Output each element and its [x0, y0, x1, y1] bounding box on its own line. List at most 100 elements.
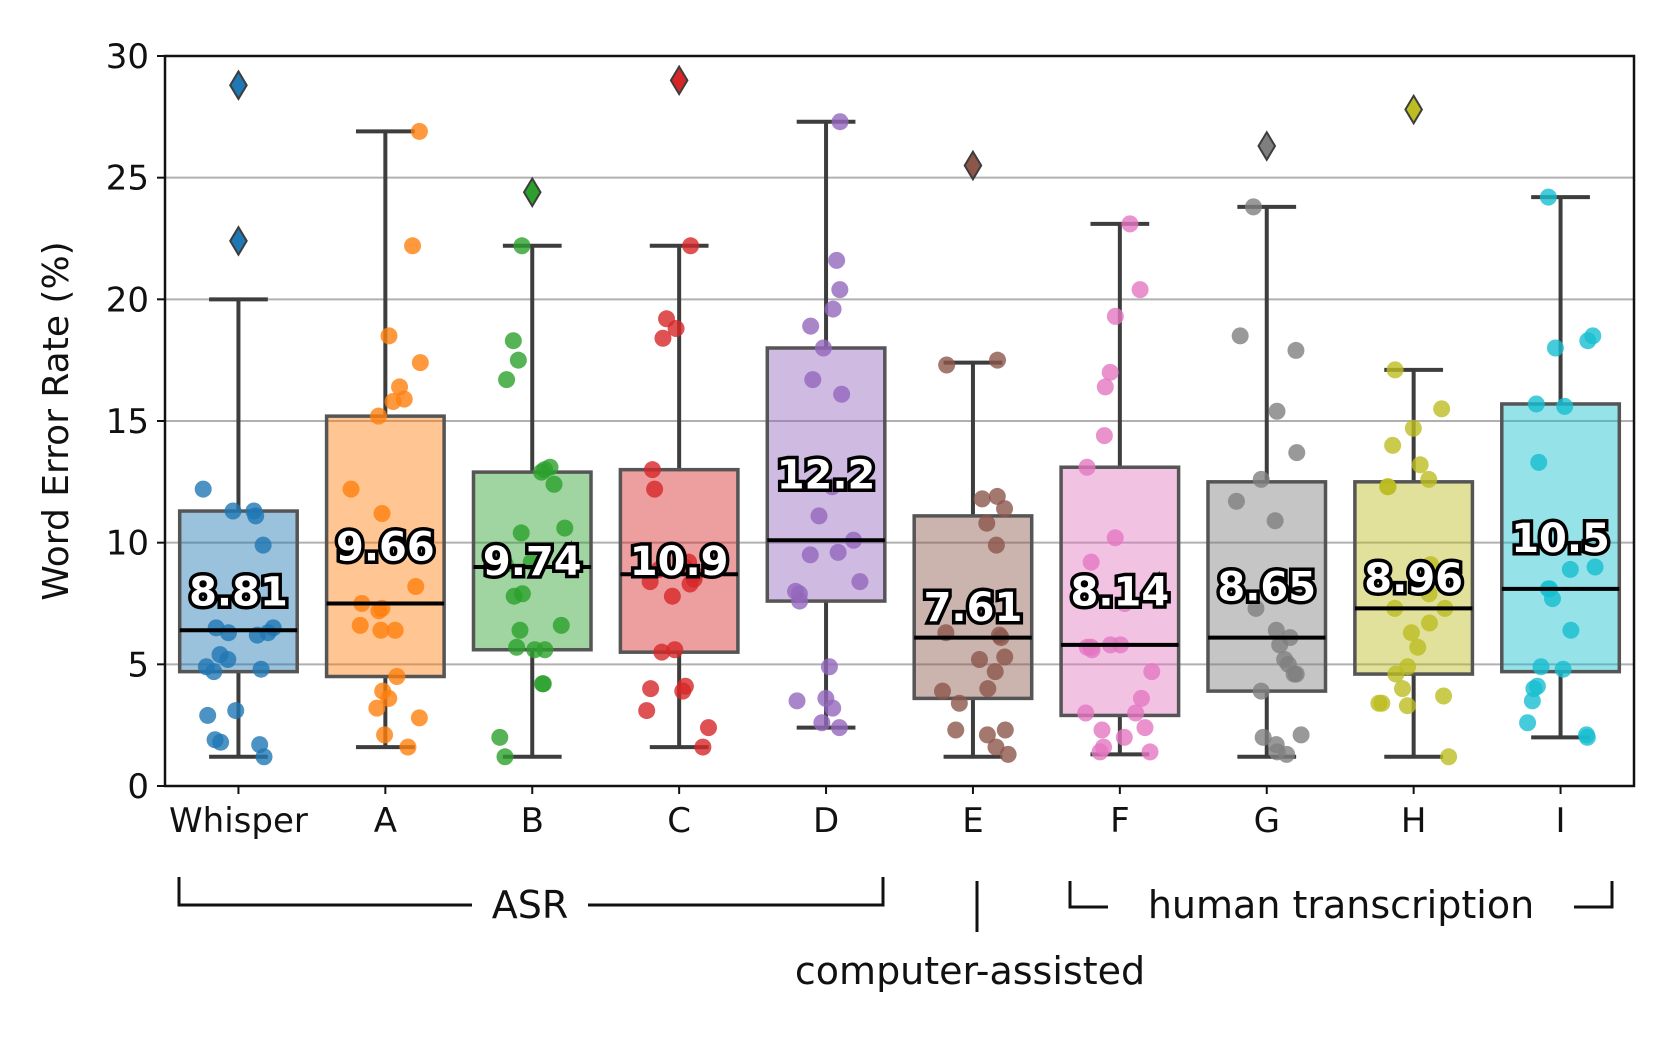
data-point — [252, 660, 270, 678]
data-point — [1420, 470, 1438, 488]
data-point — [1115, 728, 1133, 746]
data-point — [1532, 658, 1550, 676]
outlier-marker — [229, 225, 248, 257]
data-point — [970, 650, 988, 668]
data-point — [533, 463, 551, 481]
data-point — [1409, 638, 1427, 656]
data-point — [1546, 339, 1564, 357]
data-point — [199, 706, 217, 724]
data-point — [254, 536, 272, 554]
data-point — [219, 624, 237, 642]
data-point — [1131, 281, 1149, 299]
data-point — [1554, 660, 1572, 678]
data-point — [1077, 704, 1095, 722]
data-point — [996, 721, 1014, 739]
y-tick-label-20: 20 — [106, 280, 149, 320]
box-group-e: 7.61 — [912, 149, 1034, 763]
data-point — [824, 699, 842, 717]
data-point — [973, 490, 991, 508]
data-point — [1143, 663, 1161, 681]
data-point — [1544, 590, 1562, 608]
data-point — [386, 621, 404, 639]
box-group-c: 10.9 — [618, 64, 740, 756]
data-point — [1394, 680, 1412, 698]
data-point — [1106, 307, 1124, 325]
data-point — [829, 543, 847, 561]
data-point — [1268, 402, 1286, 420]
data-point — [642, 680, 660, 698]
y-tick-label-10: 10 — [106, 524, 149, 564]
data-point — [1519, 714, 1537, 732]
data-point — [1288, 444, 1306, 462]
data-point — [950, 694, 968, 712]
data-point — [667, 320, 685, 338]
data-point — [1244, 198, 1262, 216]
data-point — [823, 478, 841, 496]
data-point — [824, 300, 842, 318]
outlier-marker — [1257, 130, 1277, 162]
data-point — [534, 675, 552, 693]
data-point — [1287, 341, 1305, 359]
data-point — [694, 738, 712, 756]
outlier-marker — [522, 176, 542, 208]
data-point — [1121, 215, 1139, 233]
data-point — [369, 407, 387, 425]
data-point — [1116, 595, 1134, 612]
data-point — [1539, 188, 1557, 206]
data-point — [1370, 694, 1388, 712]
data-point — [342, 480, 360, 498]
data-point — [996, 500, 1014, 518]
data-point — [373, 504, 391, 522]
data-point — [643, 461, 661, 479]
gridlines — [165, 176, 1634, 666]
data-point — [219, 650, 237, 668]
data-point — [513, 237, 531, 255]
box-group-g: 8.65 — [1206, 130, 1328, 763]
data-point — [1096, 378, 1114, 396]
data-point — [1106, 529, 1124, 547]
data-point — [1420, 585, 1438, 603]
data-point — [674, 682, 692, 700]
x-tick-label-f: F — [1110, 801, 1130, 841]
data-point — [933, 682, 951, 700]
data-point — [509, 351, 527, 369]
x-tick-label-c: C — [667, 801, 691, 841]
data-point — [380, 327, 398, 345]
mean-value-label: 9.74 — [483, 539, 582, 585]
data-point — [1287, 665, 1305, 683]
data-point — [641, 573, 659, 591]
mean-value-label: 9.66 — [336, 524, 435, 570]
box-iqr — [765, 346, 887, 603]
data-point — [1386, 361, 1404, 379]
data-point — [986, 663, 1004, 681]
data-point — [681, 575, 699, 593]
data-point — [1562, 621, 1580, 639]
data-point — [1227, 492, 1245, 510]
box-group-i: 10.5 — [1500, 188, 1622, 746]
data-point — [1278, 745, 1296, 763]
data-point — [556, 519, 574, 537]
data-point — [833, 385, 851, 403]
data-point — [407, 577, 425, 595]
data-point — [831, 281, 849, 299]
mean-value-label: 8.81 — [189, 569, 288, 615]
outlier-marker — [669, 64, 689, 97]
human-bracket-right — [1574, 881, 1614, 909]
mean-value-label: 12.2 — [777, 453, 876, 499]
data-point — [351, 616, 369, 634]
data-point — [410, 709, 428, 727]
data-point — [511, 621, 529, 639]
data-point — [508, 638, 526, 656]
data-point — [545, 475, 563, 493]
data-point — [1141, 743, 1159, 761]
data-point — [1127, 704, 1145, 722]
data-point — [682, 237, 700, 255]
data-point — [700, 719, 718, 737]
box-iqr — [912, 514, 1034, 701]
data-point — [851, 573, 869, 591]
data-point — [1101, 363, 1119, 381]
x-axis: Whisper A B C D E F G H I — [169, 786, 1566, 841]
data-point — [1267, 621, 1285, 639]
data-point — [987, 536, 1005, 554]
